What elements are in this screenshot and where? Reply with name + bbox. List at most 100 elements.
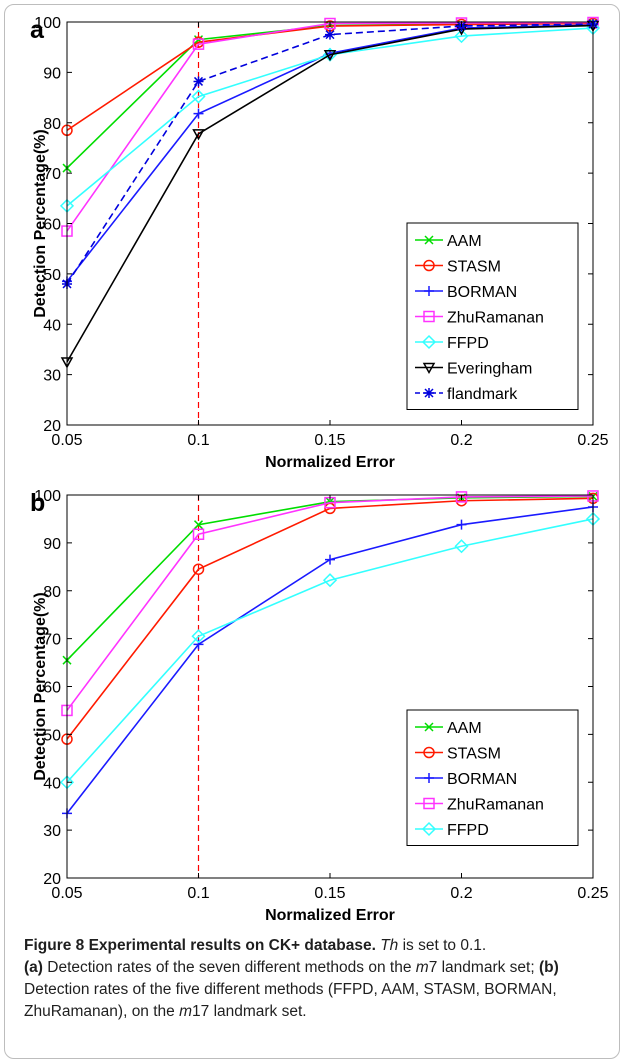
x-tick-label: 0.15 (314, 432, 345, 449)
legend-label: flandmark (447, 386, 518, 403)
legend-label: Everingham (447, 361, 532, 378)
legend-label: FFPD (447, 335, 489, 352)
legend-label: BORMAN (447, 284, 517, 301)
caption-th: Th (380, 937, 399, 954)
series-line-everingham (66, 24, 594, 363)
data-point-aam (193, 520, 204, 530)
caption-b-text-1: Detection rates of the five different me… (24, 981, 557, 1020)
legend-marker (423, 797, 435, 810)
chart-a: a 0.05 0.1 0.15 0.2 0.25 20 30 40 50 60 70 80 90 100 No… (30, 15, 609, 471)
series-line-ffpd (66, 518, 594, 783)
legend-label: BORMAN (447, 771, 517, 788)
data-point-everingham (192, 129, 205, 141)
legend-entry-aam: AAM (415, 720, 482, 737)
data-point-zhuramanan (324, 17, 336, 30)
caption-b-label: (b) (538, 959, 559, 976)
x-tick-label: 0.05 (51, 432, 82, 449)
panel-label: b (30, 489, 45, 517)
series-line-flandmark (66, 23, 594, 285)
legend-marker (423, 310, 435, 323)
legend-label: STASM (447, 746, 501, 763)
y-tick-label: 70 (43, 166, 61, 183)
y-tick-label: 60 (43, 680, 61, 697)
legend-label: FFPD (447, 822, 489, 839)
data-point-ffpd (454, 29, 469, 44)
panel-label: a (30, 16, 45, 44)
legend-marker (421, 334, 437, 350)
caption-a-text-2: 7 landmark set; (428, 959, 539, 976)
y-tick-label: 100 (34, 15, 61, 32)
legend-marker (424, 773, 434, 783)
y-tick-label: 20 (43, 418, 61, 435)
y-tick-label: 80 (43, 584, 61, 601)
legend-entry-stasm: STASM (415, 259, 501, 276)
y-tick-label: 30 (43, 368, 61, 385)
legend-entry-flandmark: flandmark (415, 386, 518, 403)
legend-label: ZhuRamanan (447, 797, 544, 814)
y-tick-label: 20 (43, 871, 61, 888)
legend: AAM STASM BORMAN ZhuRamanan FFPD Everingham fl… (406, 222, 579, 410)
caption-a-text-1: Detection rates of the seven different m… (42, 959, 416, 976)
legend-entry-stasm: STASM (415, 746, 501, 763)
legend-entry-zhuramanan: ZhuRamanan (415, 310, 544, 327)
data-point-flandmark (193, 76, 204, 87)
legend-marker (424, 722, 434, 732)
caption-th-rest: is set to 0.1. (398, 937, 487, 954)
legend-marker (424, 235, 434, 245)
caption-a-label: (a) (24, 959, 43, 976)
data-point-ffpd (191, 89, 206, 104)
legend-label: ZhuRamanan (447, 310, 544, 327)
legend-entry-borman: BORMAN (415, 771, 517, 788)
data-point-zhuramanan (455, 491, 468, 503)
y-axis-label: Detection Percentage(%) (32, 129, 49, 318)
data-point-ffpd (454, 539, 469, 554)
data-point-zhuramanan (192, 38, 205, 50)
legend-marker (424, 286, 434, 296)
y-tick-label: 30 (43, 823, 61, 840)
y-tick-label: 50 (43, 267, 61, 284)
caption-title: Figure 8 Experimental results on CK+ dat… (24, 937, 376, 954)
data-point-flandmark (325, 29, 335, 40)
y-tick-label: 40 (43, 317, 61, 334)
x-tick-label: 0.1 (187, 885, 209, 902)
data-point-borman (325, 554, 335, 565)
legend-marker (424, 388, 434, 398)
series-line-zhuramanan (66, 495, 594, 711)
y-tick-label: 90 (43, 536, 61, 553)
legend: AAM STASM BORMAN ZhuRamanan FFPD (406, 709, 579, 846)
y-tick-label: 70 (43, 632, 61, 649)
caption-a-m: m (415, 959, 429, 976)
legend-marker (421, 821, 437, 837)
legend-label: AAM (447, 720, 482, 737)
legend-entry-ffpd: FFPD (415, 334, 489, 352)
y-axis-label: Detection Percentage(%) (32, 592, 49, 781)
data-point-borman (456, 519, 467, 530)
x-axis-label: Normalized Error (265, 907, 395, 924)
figure-caption: Figure 8 Experimental results on CK+ dat… (24, 935, 606, 1023)
data-point-ffpd (191, 629, 206, 644)
chart-b: b 0.05 0.1 0.15 0.2 0.25 20 30 40 50 60 70 80 90 100 No… (30, 488, 609, 924)
caption-b-m: m (179, 1003, 193, 1020)
data-point-stasm (192, 563, 205, 575)
data-point-ffpd (322, 573, 338, 588)
x-tick-label: 0.15 (314, 885, 345, 902)
x-tick-label: 0.1 (187, 432, 209, 449)
data-point-zhuramanan (192, 528, 205, 541)
x-tick-label: 0.25 (577, 885, 608, 902)
legend-label: AAM (447, 233, 482, 250)
legend-marker (423, 746, 435, 759)
data-point-borman (193, 639, 204, 650)
legend-label: STASM (447, 259, 501, 276)
legend-entry-zhuramanan: ZhuRamanan (415, 797, 544, 814)
x-tick-label: 0.2 (450, 432, 472, 449)
legend-marker (423, 259, 435, 272)
legend-entry-borman: BORMAN (415, 284, 517, 301)
y-tick-label: 40 (43, 775, 61, 792)
y-tick-label: 50 (43, 727, 61, 744)
x-tick-label: 0.2 (450, 885, 472, 902)
x-tick-label: 0.25 (577, 432, 608, 449)
legend-entry-everingham: Everingham (415, 361, 532, 378)
legend-marker (422, 362, 436, 375)
legend-entry-ffpd: FFPD (415, 821, 489, 839)
y-tick-label: 60 (43, 217, 61, 234)
